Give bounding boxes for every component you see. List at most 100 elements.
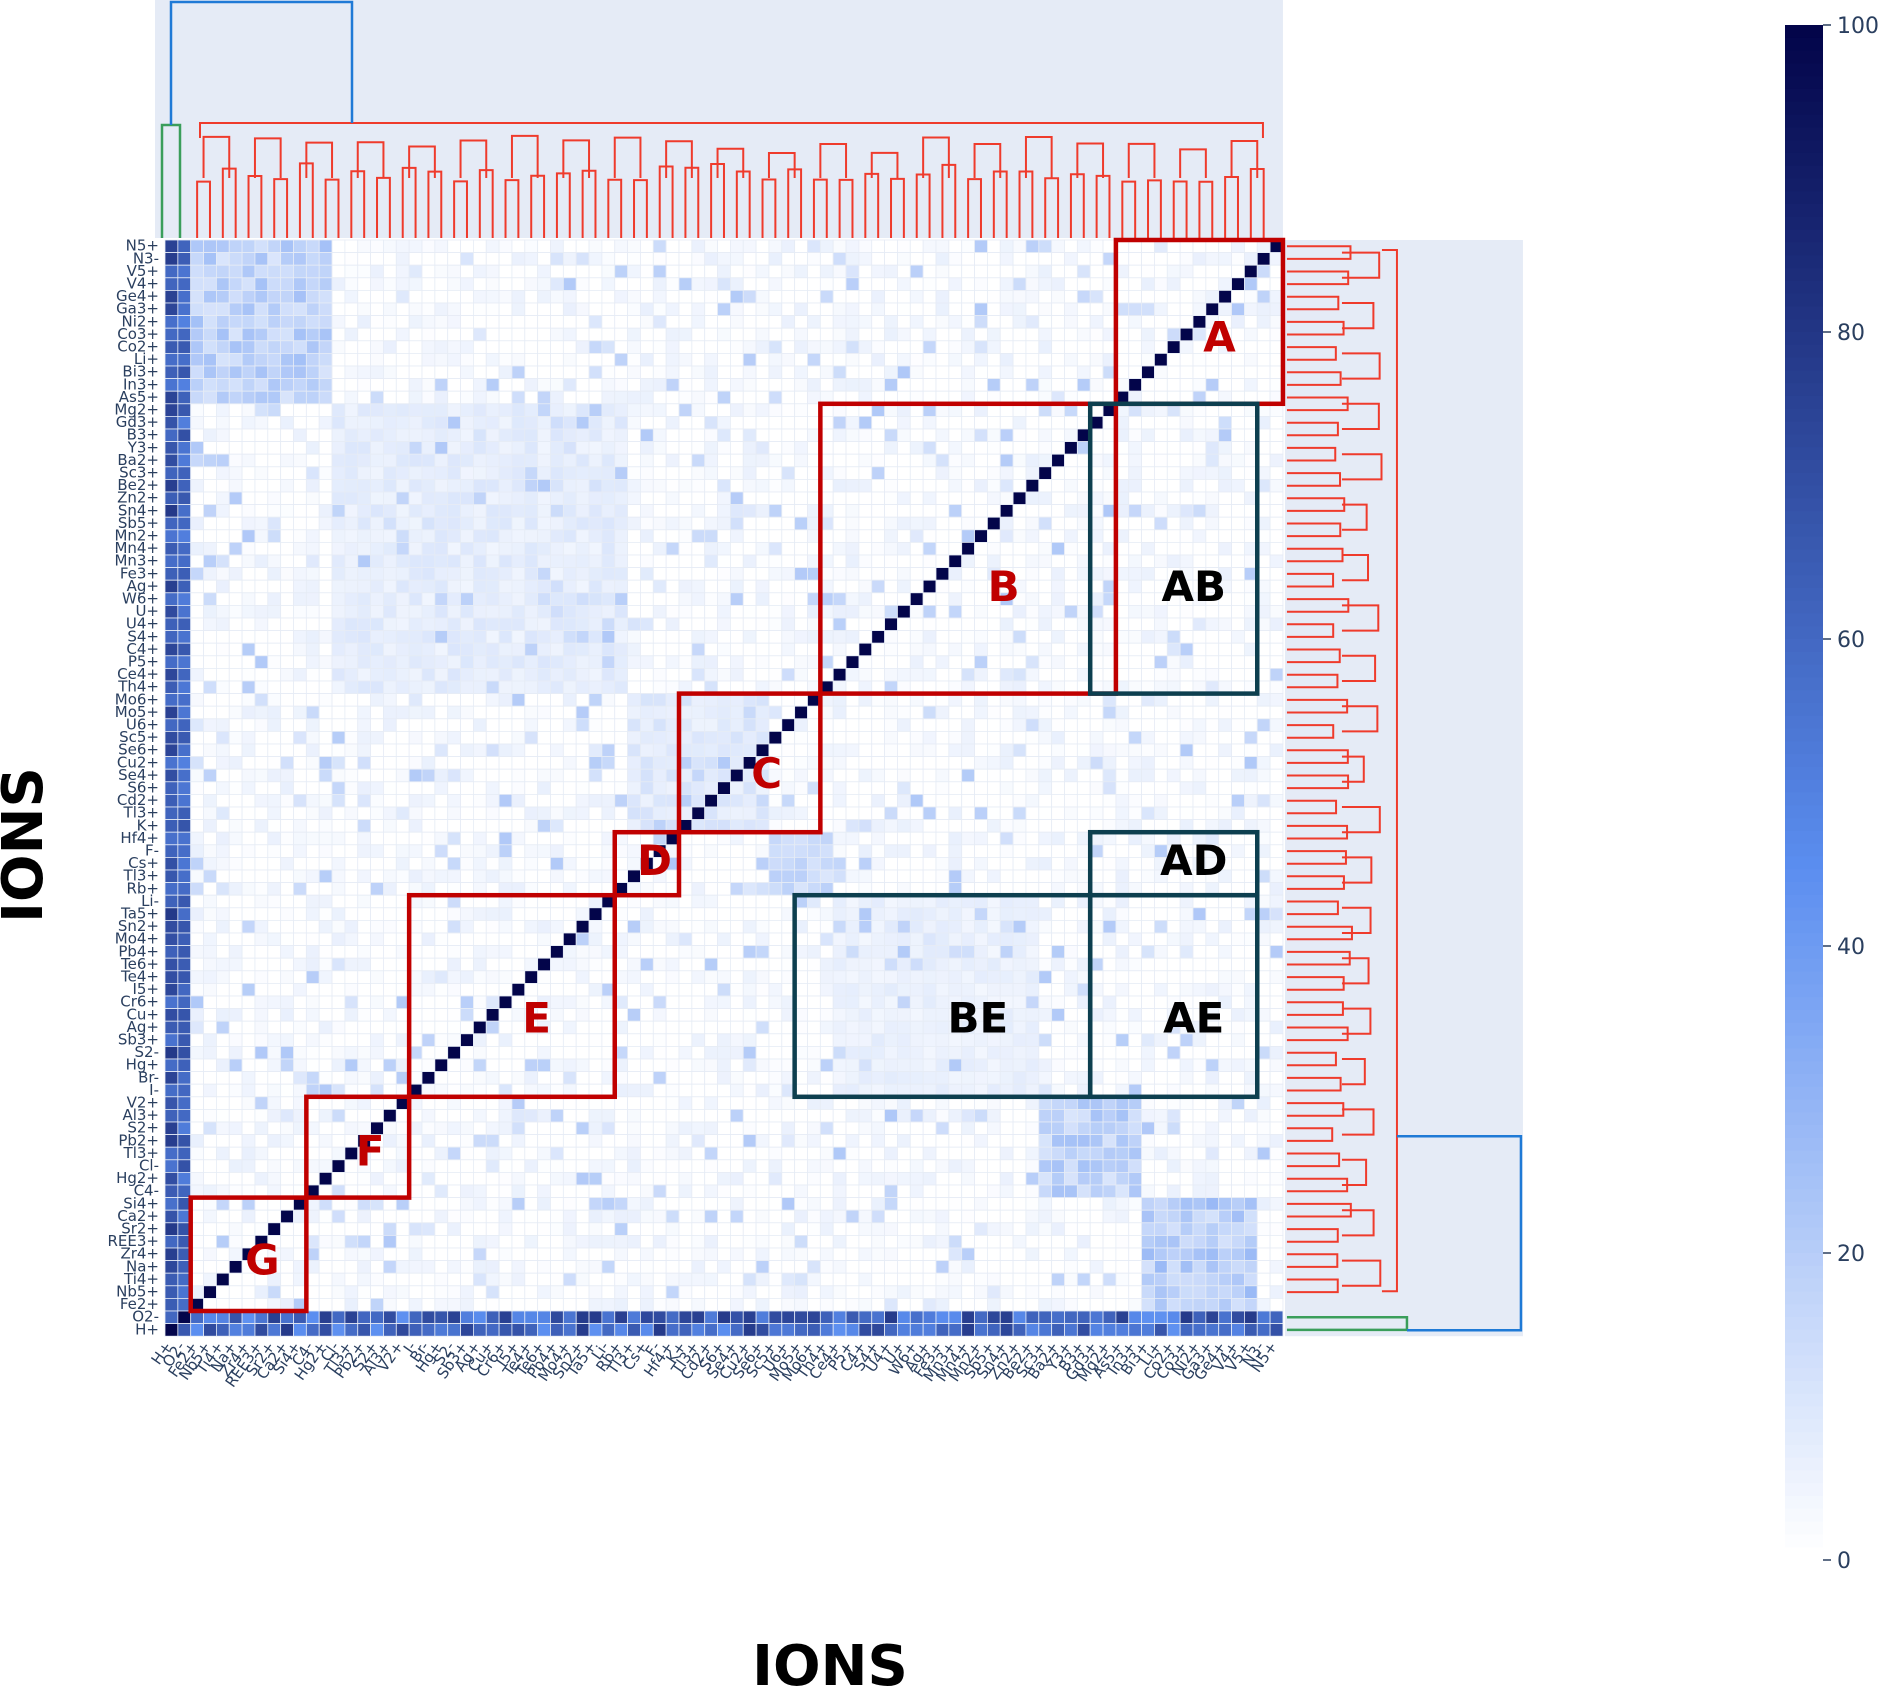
heatmap-cell bbox=[421, 554, 436, 569]
heatmap-cell bbox=[755, 264, 770, 279]
heatmap-cell bbox=[704, 390, 718, 405]
heatmap-cell bbox=[498, 516, 513, 531]
heatmap-cell bbox=[280, 491, 294, 506]
heatmap-cell bbox=[768, 567, 783, 581]
heatmap-cell bbox=[562, 907, 577, 921]
heatmap-cell bbox=[280, 428, 294, 443]
heatmap-cell bbox=[1089, 327, 1104, 342]
heatmap-cell bbox=[627, 920, 641, 934]
heatmap-cell bbox=[408, 529, 423, 543]
heatmap-cell bbox=[691, 491, 706, 506]
heatmap-cell bbox=[704, 466, 718, 480]
heatmap-cell bbox=[1128, 441, 1143, 455]
heatmap-cell bbox=[627, 668, 641, 682]
heatmap-cell bbox=[717, 516, 731, 531]
heatmap-cell bbox=[383, 819, 397, 833]
heatmap-cell bbox=[190, 731, 204, 745]
heatmap-cell bbox=[665, 529, 680, 543]
heatmap-cell bbox=[742, 264, 757, 279]
heatmap-cell bbox=[383, 415, 397, 430]
heatmap-cell bbox=[408, 705, 423, 720]
heatmap-cell bbox=[305, 844, 320, 858]
heatmap-cell bbox=[1192, 768, 1207, 783]
heatmap-cell bbox=[871, 705, 886, 720]
heatmap-cell bbox=[241, 693, 256, 707]
heatmap-cell bbox=[897, 516, 911, 531]
heatmap-cell bbox=[1012, 617, 1027, 632]
heatmap-cell bbox=[742, 857, 757, 871]
heatmap-cell bbox=[627, 529, 641, 543]
heatmap-cell bbox=[999, 302, 1014, 317]
heatmap-cell bbox=[665, 264, 680, 279]
heatmap-cell bbox=[858, 504, 873, 518]
heatmap-cell bbox=[987, 781, 1001, 795]
heatmap-cell bbox=[1166, 756, 1181, 770]
heatmap-cell bbox=[524, 630, 539, 644]
heatmap-cell bbox=[485, 743, 500, 758]
heatmap-cell bbox=[922, 504, 937, 518]
heatmap-cell bbox=[318, 239, 333, 254]
heatmap-cell bbox=[665, 542, 680, 556]
heatmap-cell bbox=[948, 630, 963, 644]
heatmap-cell bbox=[498, 705, 513, 720]
heatmap-cell bbox=[1012, 352, 1027, 367]
heatmap-cell bbox=[691, 794, 706, 808]
heatmap-cell bbox=[344, 239, 359, 254]
heatmap-cell bbox=[832, 365, 847, 380]
heatmap-cell bbox=[819, 239, 834, 254]
heatmap-cell bbox=[601, 605, 616, 619]
heatmap-cell bbox=[434, 428, 449, 443]
heatmap-cell bbox=[1064, 831, 1078, 846]
heatmap-cell bbox=[562, 731, 577, 745]
heatmap-cell bbox=[280, 579, 294, 594]
heatmap-cell bbox=[987, 453, 1001, 468]
heatmap-cell bbox=[858, 252, 873, 266]
heatmap-cell bbox=[922, 655, 937, 669]
heatmap-cell bbox=[1012, 630, 1027, 644]
heatmap-cell bbox=[241, 869, 256, 884]
heatmap-cell bbox=[588, 794, 603, 808]
heatmap-cell bbox=[177, 705, 192, 720]
heatmap-cell bbox=[575, 516, 590, 531]
heatmap-cell bbox=[1012, 453, 1027, 468]
heatmap-cell bbox=[897, 655, 911, 669]
heatmap-cell bbox=[755, 630, 770, 644]
heatmap-cell bbox=[498, 352, 513, 367]
dendrogram-branch bbox=[1341, 1158, 1368, 1186]
heatmap-cell bbox=[241, 504, 256, 518]
heatmap-cell bbox=[1269, 668, 1284, 682]
heatmap-cell bbox=[550, 932, 564, 947]
heatmap-cell bbox=[678, 428, 693, 443]
heatmap-cell bbox=[318, 768, 333, 783]
heatmap-cell bbox=[755, 453, 770, 468]
heatmap-cell bbox=[1205, 705, 1220, 720]
heatmap-cell bbox=[1269, 920, 1284, 934]
heatmap-cell bbox=[884, 869, 898, 884]
heatmap-cell bbox=[164, 478, 179, 493]
heatmap-cell bbox=[948, 768, 963, 783]
heatmap-cell bbox=[524, 831, 539, 846]
heatmap-cell bbox=[588, 857, 603, 871]
heatmap-cell bbox=[280, 680, 294, 695]
heatmap-cell bbox=[254, 857, 269, 871]
heatmap-cell bbox=[665, 567, 680, 581]
heatmap-cell bbox=[652, 592, 667, 606]
heatmap-cell bbox=[987, 630, 1001, 644]
heatmap-cell bbox=[370, 857, 384, 871]
heatmap-cell bbox=[717, 718, 731, 732]
heatmap-cell bbox=[241, 806, 256, 821]
heatmap-cell bbox=[974, 453, 988, 468]
heatmap-cell bbox=[215, 642, 230, 657]
heatmap-cell bbox=[742, 302, 757, 317]
heatmap-cell bbox=[1064, 844, 1078, 858]
heatmap-cell bbox=[280, 302, 294, 317]
heatmap-cell bbox=[717, 466, 731, 480]
heatmap-cell bbox=[614, 453, 629, 468]
heatmap-cell bbox=[293, 794, 307, 808]
heatmap-cell bbox=[447, 781, 461, 795]
heatmap-cell bbox=[408, 352, 423, 367]
heatmap-cell bbox=[1256, 794, 1271, 808]
heatmap-cell bbox=[768, 554, 783, 569]
heatmap-cell bbox=[305, 542, 320, 556]
dendrogram-branch bbox=[1381, 249, 1398, 1293]
